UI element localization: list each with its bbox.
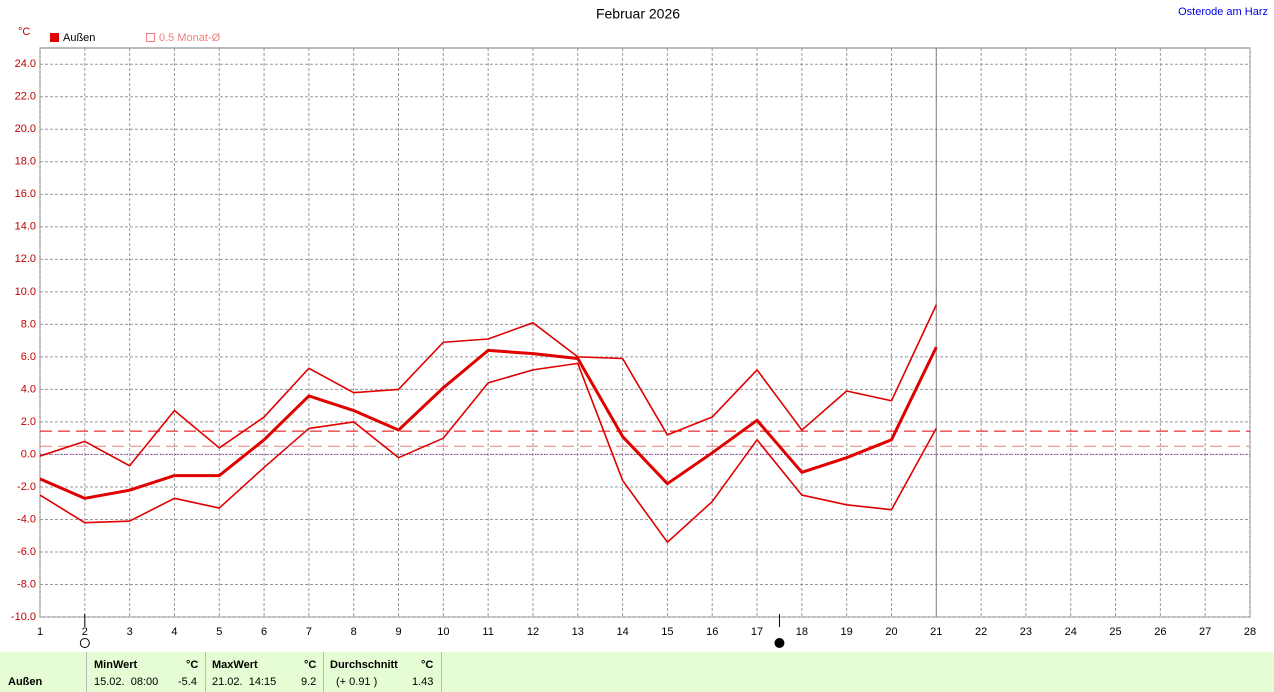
max-value: 9.2	[301, 676, 317, 688]
moon-phase	[79, 638, 90, 648]
max-unit: °C	[304, 659, 317, 671]
chart: Februar 2026 Osterode am Harz °C Außen 0…	[11, 6, 1268, 648]
max-time: 21.02. 14:15	[212, 676, 277, 688]
y-tick-label: 16.0	[15, 188, 36, 200]
avg-label: Durchschnitt	[330, 659, 398, 671]
series-line	[39, 346, 938, 500]
y-tick-label: -10.0	[11, 611, 36, 623]
y-tick-label: 8.0	[21, 318, 36, 330]
series-line	[39, 304, 938, 467]
y-tick-label: 4.0	[21, 383, 36, 395]
min-label: MinWert	[94, 659, 138, 671]
x-tick-label: 10	[437, 626, 449, 638]
moon-phase	[774, 638, 785, 648]
summary-panel: Außen MinWert °C 15.02. 08:00 -5.4 MaxWe…	[0, 652, 1274, 692]
x-tick-label: 14	[616, 626, 628, 638]
plot-frame	[39, 47, 1251, 618]
x-tick-label: 22	[975, 626, 987, 638]
y-tick-label: 22.0	[15, 91, 36, 103]
x-tick-label: 24	[1065, 626, 1077, 638]
x-tick-label: 21	[930, 626, 942, 638]
chart-title: Februar 2026	[596, 6, 680, 22]
x-tick-label: 25	[1109, 626, 1121, 638]
x-tick-label: 18	[796, 626, 808, 638]
y-tick-label: 20.0	[15, 123, 36, 135]
legend-label: Außen	[63, 32, 95, 44]
y-tick-label: 24.0	[15, 58, 36, 70]
x-tick-label: 17	[751, 626, 763, 638]
y-tick-label: 12.0	[15, 253, 36, 265]
avg-deviation: (+ 0.91 )	[336, 676, 378, 688]
x-tick-label: 26	[1154, 626, 1166, 638]
avg-unit: °C	[421, 659, 434, 671]
x-tick-label: 2	[82, 626, 88, 638]
y-tick-label: 2.0	[21, 416, 36, 428]
unit-label: °C	[18, 26, 30, 38]
y-tick-label: 0.0	[21, 448, 36, 460]
min-unit: °C	[186, 659, 199, 671]
avg-value: 1.43	[412, 676, 434, 688]
x-tick-label: 7	[306, 626, 312, 638]
x-tick-label: 8	[351, 626, 357, 638]
x-tick-label: 27	[1199, 626, 1211, 638]
series-line	[39, 362, 937, 544]
x-tick-label: 16	[706, 626, 718, 638]
y-tick-label: 18.0	[15, 156, 36, 168]
max-label: MaxWert	[212, 659, 258, 671]
x-tick-label: 4	[171, 626, 177, 638]
x-tick-label: 11	[482, 626, 493, 638]
y-tick-label: 10.0	[15, 286, 36, 298]
y-tick-label: -6.0	[17, 546, 36, 558]
y-tick-label: 14.0	[15, 221, 36, 233]
x-tick-label: 23	[1020, 626, 1032, 638]
min-time: 15.02. 08:00	[94, 676, 159, 688]
legend-swatch	[146, 33, 155, 42]
y-tick-label: -4.0	[17, 513, 36, 525]
x-tick-label: 19	[841, 626, 853, 638]
x-tick-label: 13	[572, 626, 584, 638]
y-tick-label: -8.0	[17, 578, 36, 590]
x-tick-label: 6	[261, 626, 267, 638]
x-tick-label: 1	[37, 626, 43, 638]
y-tick-label: -2.0	[17, 481, 36, 493]
x-tick-label: 9	[395, 626, 401, 638]
x-tick-label: 15	[661, 626, 673, 638]
x-tick-label: 5	[216, 626, 222, 638]
legend-swatch	[50, 33, 59, 42]
x-tick-label: 12	[527, 626, 539, 638]
x-tick-label: 3	[127, 626, 133, 638]
min-value: -5.4	[178, 676, 197, 688]
x-tick-label: 28	[1244, 626, 1256, 638]
location: Osterode am Harz	[1178, 6, 1268, 18]
sensor: Außen	[8, 676, 43, 688]
y-tick-label: 6.0	[21, 351, 36, 363]
x-tick-label: 20	[885, 626, 897, 638]
legend-label: 0.5 Monat-Ø	[159, 32, 221, 44]
